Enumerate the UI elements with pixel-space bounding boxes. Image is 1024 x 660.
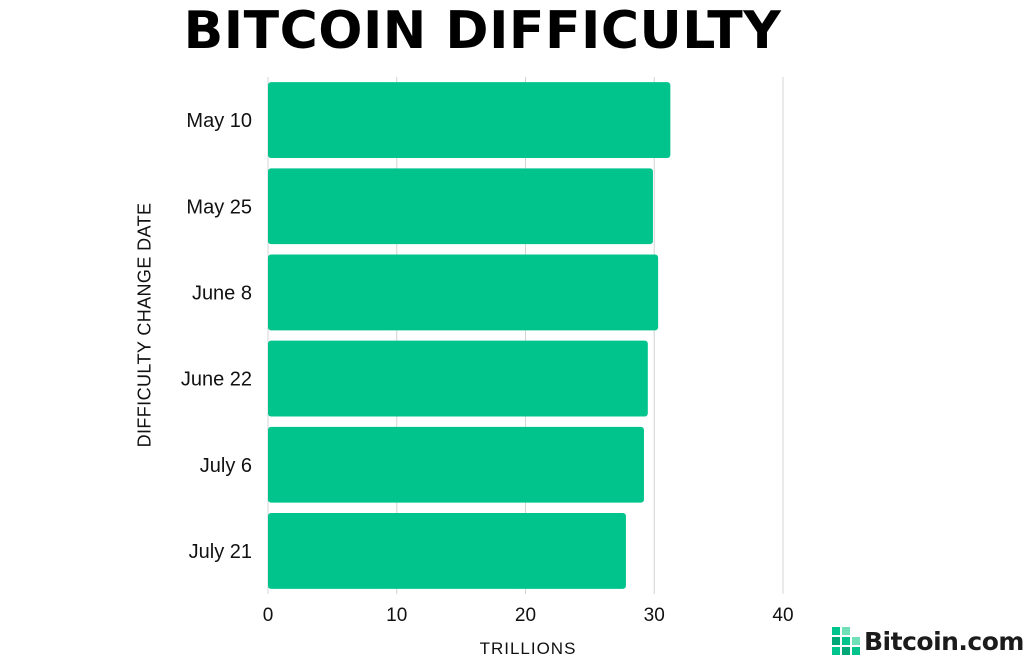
bar	[268, 254, 659, 331]
category-label: July 6	[200, 455, 252, 477]
y-axis-label: DIFFICULTY CHANGE DATE	[134, 202, 155, 448]
gridlines	[267, 77, 784, 594]
bar	[268, 340, 648, 417]
chart-title: BITCOIN DIFFICULTY	[183, 1, 782, 61]
x-tick-label: 0	[263, 605, 274, 626]
brand-logo: Bitcoin.com	[832, 626, 1024, 656]
bars	[268, 82, 671, 589]
category-labels: May 10 May 25 June 8 June 22 July 6 July 21	[181, 110, 252, 563]
brand-name: Bitcoin.com	[864, 626, 1024, 656]
category-label: June 8	[192, 282, 252, 304]
x-tick-label: 20	[515, 605, 536, 626]
bar	[268, 82, 671, 158]
bar	[268, 168, 653, 245]
category-label: May 10	[186, 110, 252, 132]
x-axis-label: TRILLIONS	[479, 639, 577, 658]
bitcoin-com-logo-icon	[832, 627, 860, 655]
bar	[268, 513, 626, 589]
x-tick-label: 30	[644, 605, 665, 626]
x-axis-ticks: 0 10 20 30 40	[263, 605, 794, 626]
category-label: June 22	[181, 369, 252, 391]
x-tick-label: 40	[772, 605, 793, 626]
category-label: May 25	[186, 196, 252, 218]
x-tick-label: 10	[386, 605, 407, 626]
category-label: July 21	[189, 541, 252, 563]
bar	[268, 426, 644, 503]
